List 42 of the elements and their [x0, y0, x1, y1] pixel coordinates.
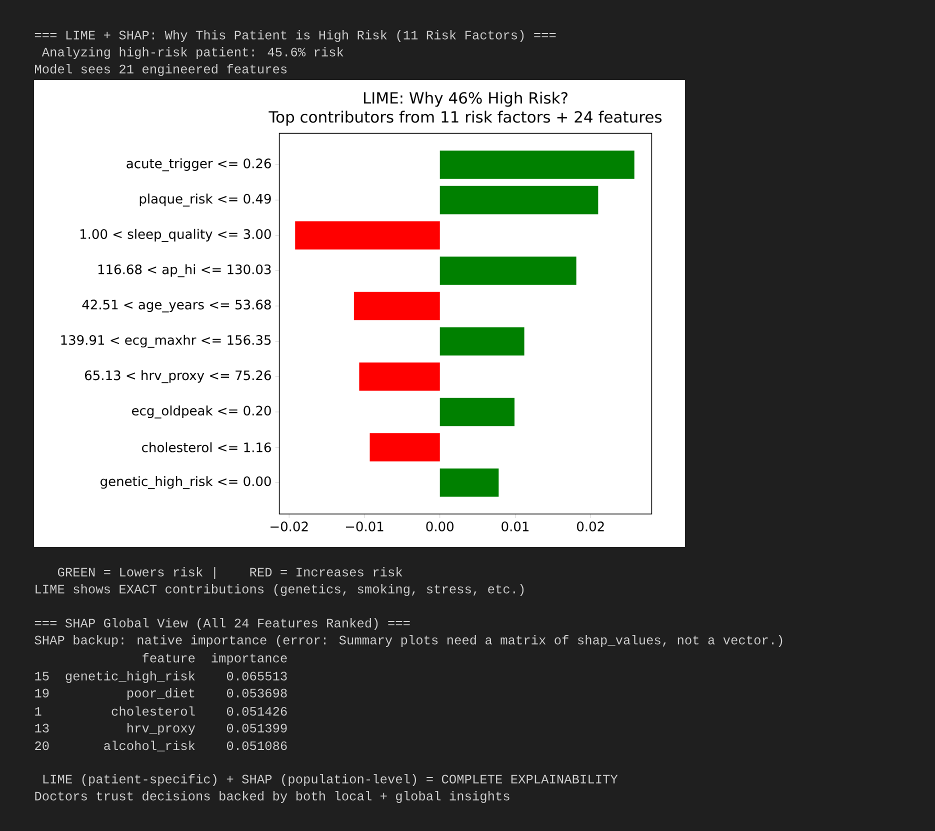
chart-subtitle: Top contributors from 11 risk factors + 24 features [268, 110, 662, 126]
text: feature importance [142, 653, 287, 665]
text: SHAP backup: native importance (error: Summary plots need a matrix of shap_values, not a vector.) [34, 635, 782, 647]
bar [295, 221, 440, 250]
bar [370, 433, 440, 462]
y-tick-label: 1.00 < sleep_quality <= 3.00 [80, 228, 271, 242]
x-tick-label: −0.01 [346, 522, 384, 532]
text: LIME shows EXACT contributions (genetics, smoking, stress, etc.) [36, 584, 524, 596]
y-tick-label: 139.91 < ecg_maxhr <= 156.35 [61, 334, 271, 348]
text: GREEN = Lowers risk | RED = Increases risk [58, 567, 402, 579]
bar [440, 398, 514, 426]
y-tick-label: 65.13 < hrv_proxy <= 75.26 [85, 370, 271, 384]
text: === LIME + SHAP: Why This Patient is High Risk (11 Risk Factors) === [34, 30, 556, 42]
y-tick-label: genetic_high_risk <= 0.00 [100, 476, 271, 490]
x-tick-label: 0.01 [502, 522, 529, 532]
y-tick-label: plaque_risk <= 0.49 [140, 194, 271, 207]
bar [440, 327, 524, 356]
y-tick-label: cholesterol <= 1.16 [142, 442, 271, 452]
text: Analyzing high-risk patient: 45.6% risk [42, 47, 344, 59]
text: === SHAP Global View (All 24 Features Ranked) === [34, 618, 410, 630]
y-tick-label: 116.68 < ap_hi <= 130.03 [98, 264, 271, 278]
x-tick-label: 0.02 [577, 522, 604, 532]
x-tick-label: 0.00 [426, 522, 454, 532]
bar [440, 256, 576, 285]
text: Model sees 21 engineered features [35, 64, 287, 76]
y-tick-label: ecg_oldpeak <= 0.20 [132, 405, 271, 418]
text: LIME (patient-specific) + SHAP (population-level) = COMPLETE EXPLAINABILITY [43, 774, 618, 786]
text: 20 alcohol_risk 0.051086 [35, 740, 287, 752]
text: Doctors trust decisions backed by both local + global insights [35, 791, 510, 803]
bar [440, 150, 634, 179]
bar [440, 186, 598, 214]
text: 19 poor_diet 0.053698 [35, 688, 287, 700]
y-tick-label: 42.51 < age_years <= 53.68 [82, 300, 271, 312]
text: 1 cholesterol 0.051426 [35, 706, 287, 716]
x-tick-label: −0.02 [270, 522, 308, 532]
bar [359, 362, 440, 391]
text: 13 hrv_proxy 0.051399 [35, 723, 287, 735]
y-tick-label: acute_trigger <= 0.26 [126, 158, 271, 172]
chart-title: LIME: Why 46% High Risk? [364, 92, 568, 107]
bar [354, 292, 440, 320]
text: 15 genetic_high_risk 0.065513 [35, 671, 287, 683]
bar [440, 468, 499, 497]
